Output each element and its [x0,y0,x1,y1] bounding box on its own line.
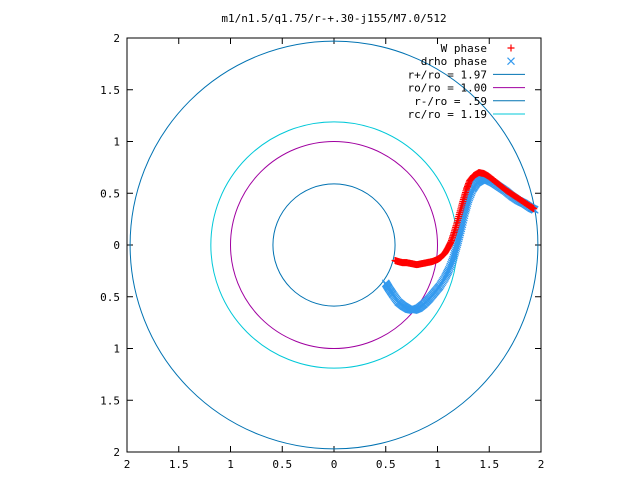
w-phase-point [530,205,538,213]
x-tick-label: 0 [331,458,338,471]
y-tick-label: 1.5 [100,84,120,97]
y-tick-label: 0.5 [100,291,120,304]
legend-label: ro/ro = 1.00 [408,82,487,95]
legend-symbol-cross [507,57,515,66]
y-tick-label: 2 [113,32,120,45]
circles-group [129,40,539,450]
y-tick-label: 2 [113,446,120,459]
x-tick-label: 1.5 [169,458,189,471]
x-tick-label: 1.5 [479,458,499,471]
chart-title: m1/n1.5/q1.75/r-+.30-j155/M7.0/512 [221,12,446,25]
axes-group: 2 1.5 1 0.5 0 0.5 1 1.5 221.510.500.511.52 [100,32,544,471]
drho-phase-point [459,215,468,224]
legend-label: r+/ro = 1.97 [408,68,487,81]
x-tick-label: 1 [434,458,441,471]
radius-circle [210,121,458,369]
radius-circle [272,183,396,307]
legend-label: W phase [441,42,487,55]
legend-symbol-plus [507,44,515,52]
legend-label: r-/ro = .59 [414,95,487,108]
series-group [381,169,539,315]
y-tick-label: 0 [113,239,120,252]
y-tick-label: 1 [113,343,120,356]
legend-label: drho phase [421,55,487,68]
w-phase-series [391,169,538,269]
x-tick-label: 1 [227,458,234,471]
x-tick-label: 0.5 [376,458,396,471]
drho-phase-point [458,218,467,226]
x-tick-label: 2 [538,458,545,471]
radius-circle [129,40,539,450]
y-tick-label: 1.5 [100,394,120,407]
radius-circle [230,141,438,349]
x-tick-label: 0.5 [272,458,292,471]
x-tick-label: 2 [124,458,131,471]
y-tick-label: 0.5 [100,187,120,200]
legend-label: rc/ro = 1.19 [408,108,487,121]
y-tick-label: 1 [113,136,120,149]
